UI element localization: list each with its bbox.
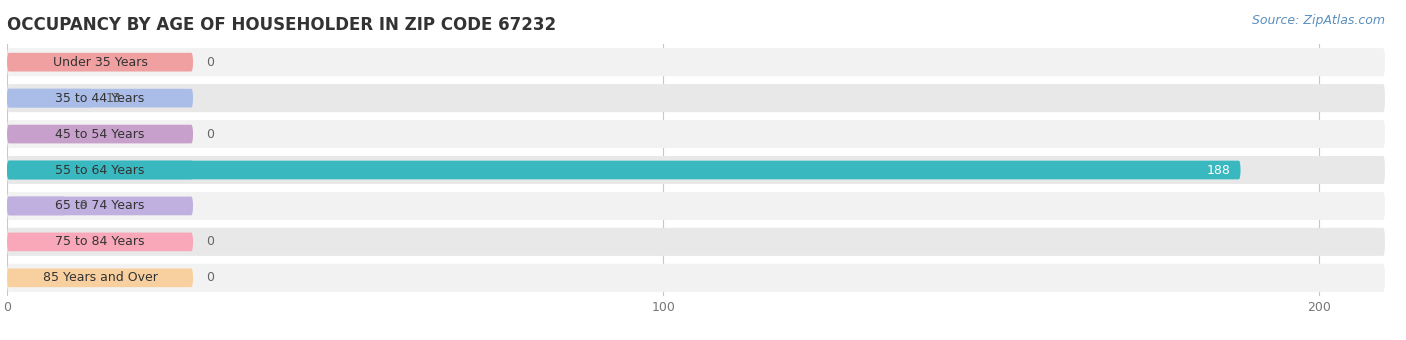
Text: 85 Years and Over: 85 Years and Over: [42, 271, 157, 284]
Text: OCCUPANCY BY AGE OF HOUSEHOLDER IN ZIP CODE 67232: OCCUPANCY BY AGE OF HOUSEHOLDER IN ZIP C…: [7, 16, 557, 34]
Text: 9: 9: [79, 200, 87, 212]
FancyBboxPatch shape: [7, 192, 1385, 220]
Text: 45 to 54 Years: 45 to 54 Years: [55, 128, 145, 140]
FancyBboxPatch shape: [7, 197, 66, 215]
FancyBboxPatch shape: [7, 269, 193, 287]
Text: 0: 0: [207, 56, 214, 69]
Text: 75 to 84 Years: 75 to 84 Years: [55, 235, 145, 249]
Text: 188: 188: [1206, 164, 1230, 176]
FancyBboxPatch shape: [7, 120, 1385, 148]
Text: 0: 0: [207, 235, 214, 249]
FancyBboxPatch shape: [7, 48, 1385, 76]
Text: 0: 0: [207, 271, 214, 284]
FancyBboxPatch shape: [7, 89, 93, 107]
Text: 55 to 64 Years: 55 to 64 Years: [55, 164, 145, 176]
FancyBboxPatch shape: [7, 53, 193, 71]
FancyBboxPatch shape: [7, 89, 193, 107]
FancyBboxPatch shape: [7, 233, 193, 251]
Text: Under 35 Years: Under 35 Years: [52, 56, 148, 69]
FancyBboxPatch shape: [7, 161, 193, 179]
Text: 65 to 74 Years: 65 to 74 Years: [55, 200, 145, 212]
Text: 35 to 44 Years: 35 to 44 Years: [55, 91, 145, 105]
FancyBboxPatch shape: [7, 156, 1385, 184]
FancyBboxPatch shape: [7, 161, 1240, 179]
FancyBboxPatch shape: [7, 228, 1385, 256]
Text: Source: ZipAtlas.com: Source: ZipAtlas.com: [1251, 14, 1385, 27]
FancyBboxPatch shape: [7, 84, 1385, 112]
FancyBboxPatch shape: [7, 264, 1385, 292]
FancyBboxPatch shape: [7, 197, 193, 215]
FancyBboxPatch shape: [7, 125, 193, 143]
Text: 0: 0: [207, 128, 214, 140]
Text: 13: 13: [105, 91, 121, 105]
